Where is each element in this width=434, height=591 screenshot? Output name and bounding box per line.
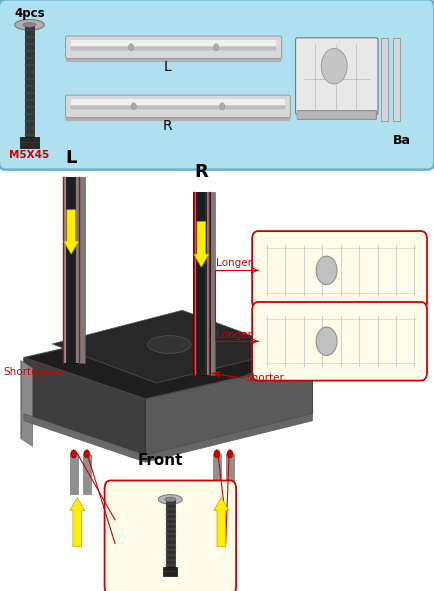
Ellipse shape [148, 336, 191, 353]
Bar [207, 192, 209, 375]
Polygon shape [145, 414, 312, 462]
Bar [197, 192, 205, 375]
Bar [25, 25, 34, 139]
Bar [210, 192, 215, 375]
Polygon shape [52, 310, 291, 383]
Circle shape [220, 103, 225, 110]
Circle shape [84, 450, 90, 458]
Bar [70, 454, 78, 494]
Ellipse shape [158, 495, 182, 504]
Bar [71, 47, 276, 50]
Bar [79, 177, 85, 363]
FancyBboxPatch shape [0, 0, 434, 170]
Polygon shape [24, 319, 312, 399]
Bar [64, 177, 66, 363]
Circle shape [227, 450, 233, 458]
Ellipse shape [23, 22, 36, 27]
Circle shape [214, 450, 220, 458]
Text: M5X45: M5X45 [10, 151, 49, 160]
Polygon shape [20, 137, 39, 148]
Circle shape [321, 48, 347, 84]
FancyBboxPatch shape [66, 37, 282, 62]
Text: Longer: Longer [216, 258, 252, 268]
FancyBboxPatch shape [296, 38, 378, 115]
Circle shape [71, 450, 77, 458]
FancyBboxPatch shape [105, 480, 236, 591]
FancyBboxPatch shape [66, 95, 290, 118]
Text: Shorter: Shorter [245, 374, 284, 383]
FancyArrow shape [69, 498, 85, 547]
Bar [297, 111, 376, 119]
Ellipse shape [15, 20, 44, 30]
Bar [226, 454, 234, 494]
Bar [63, 177, 79, 363]
Text: Front: Front [138, 453, 183, 469]
Bar [0, 163, 434, 591]
FancyArrow shape [194, 222, 209, 267]
FancyBboxPatch shape [66, 36, 282, 59]
Text: Ba: Ba [393, 134, 411, 147]
Circle shape [316, 327, 337, 356]
FancyBboxPatch shape [66, 96, 290, 121]
Bar [381, 38, 388, 121]
Polygon shape [21, 361, 33, 446]
Bar [193, 192, 210, 375]
Circle shape [316, 256, 337, 285]
Polygon shape [163, 567, 178, 576]
Circle shape [131, 103, 136, 110]
Text: L: L [66, 149, 77, 167]
Bar [76, 177, 79, 363]
Bar [71, 99, 285, 105]
Text: 4pcs: 4pcs [14, 7, 45, 20]
Polygon shape [21, 361, 22, 439]
FancyBboxPatch shape [252, 231, 427, 310]
Circle shape [128, 44, 134, 51]
Polygon shape [24, 358, 145, 455]
Text: Shorter: Shorter [3, 368, 43, 377]
Bar [297, 110, 376, 119]
Bar [67, 177, 75, 363]
Text: L: L [163, 60, 171, 74]
Bar [71, 40, 276, 46]
Bar [166, 499, 174, 569]
Bar [71, 106, 285, 109]
Bar [194, 192, 196, 375]
Ellipse shape [165, 497, 176, 502]
FancyArrow shape [63, 210, 79, 254]
Text: Longer: Longer [216, 330, 252, 340]
Circle shape [214, 44, 219, 51]
Text: R: R [194, 164, 208, 181]
Text: R: R [162, 119, 172, 134]
Bar [83, 454, 91, 494]
Polygon shape [145, 361, 312, 455]
Polygon shape [24, 414, 145, 462]
Bar [213, 454, 221, 494]
FancyBboxPatch shape [252, 302, 427, 381]
Bar [393, 38, 400, 121]
FancyArrow shape [214, 498, 229, 547]
